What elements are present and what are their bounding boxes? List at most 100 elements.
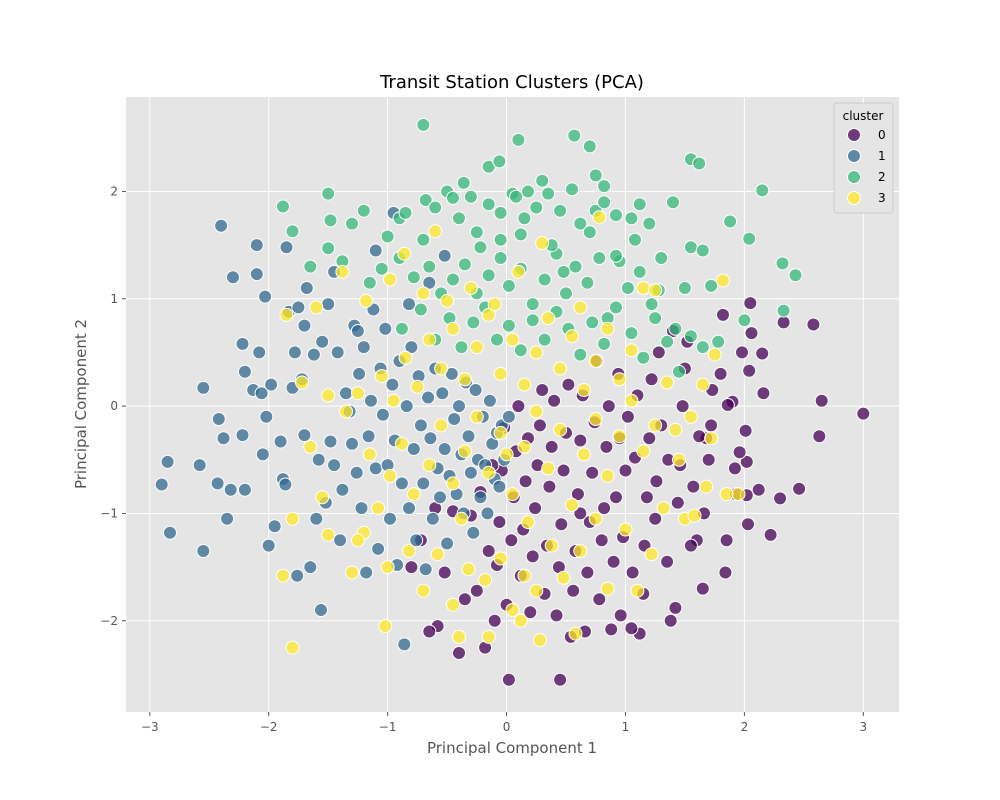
data-point-cluster-2: [677, 281, 692, 295]
data-point-cluster-0: [744, 326, 759, 341]
data-point-cluster-0: [618, 463, 633, 478]
data-point-cluster-1: [385, 377, 400, 392]
data-point-cluster-1: [303, 560, 318, 575]
data-point-cluster-0: [525, 549, 540, 564]
x-tick-label: 1: [622, 720, 630, 734]
data-point-cluster-3: [573, 300, 588, 315]
data-point-cluster-0: [751, 482, 766, 497]
data-point-cluster-2: [481, 197, 496, 212]
data-point-cluster-1: [461, 429, 476, 444]
data-point-cluster-2: [775, 256, 790, 271]
data-point-cluster-3: [440, 293, 455, 308]
data-point-cluster-2: [723, 214, 738, 229]
data-point-cluster-3: [422, 458, 437, 473]
data-point-cluster-2: [490, 332, 504, 347]
data-point-cluster-3: [416, 583, 431, 598]
data-point-cluster-3: [457, 444, 472, 459]
data-point-cluster-1: [350, 324, 365, 338]
data-point-cluster-0: [609, 490, 623, 505]
data-points: [154, 117, 871, 687]
data-point-cluster-0: [670, 495, 685, 510]
data-point-cluster-0: [649, 474, 664, 489]
data-point-cluster-2: [776, 303, 791, 318]
data-point-cluster-2: [597, 179, 612, 194]
y-tick-label: 1: [110, 292, 118, 306]
data-point-cluster-2: [276, 199, 290, 214]
data-point-cluster-3: [576, 447, 591, 462]
data-point-cluster-3: [573, 544, 588, 558]
data-point-cluster-2: [457, 257, 472, 272]
data-point-cluster-1: [394, 476, 409, 491]
data-point-cluster-3: [644, 547, 659, 562]
data-point-cluster-3: [394, 436, 409, 451]
data-point-cluster-3: [648, 418, 663, 433]
data-point-cluster-2: [428, 200, 443, 215]
data-point-cluster-3: [532, 633, 547, 648]
data-point-cluster-3: [565, 329, 579, 344]
data-point-cluster-2: [511, 132, 526, 147]
legend-label-2: 2: [878, 170, 886, 184]
data-point-cluster-2: [493, 205, 508, 220]
data-point-cluster-2: [446, 190, 460, 205]
data-point-cluster-0: [743, 296, 758, 311]
data-point-cluster-1: [399, 399, 414, 414]
data-point-cluster-2: [692, 156, 707, 171]
data-point-cluster-3: [339, 404, 353, 419]
data-point-cluster-1: [352, 366, 367, 381]
data-point-cluster-0: [763, 527, 778, 542]
data-point-cluster-2: [737, 313, 752, 328]
data-point-cluster-3: [513, 613, 528, 628]
data-point-cluster-1: [354, 501, 369, 516]
data-point-cluster-0: [535, 383, 550, 397]
data-point-cluster-0: [695, 581, 710, 596]
data-point-cluster-2: [422, 259, 437, 274]
data-point-cluster-3: [493, 366, 508, 381]
data-point-cluster-3: [371, 501, 386, 516]
data-point-cluster-1: [327, 458, 342, 473]
data-point-cluster-1: [402, 297, 416, 312]
data-point-cluster-3: [398, 350, 413, 365]
data-point-cluster-1: [330, 345, 345, 360]
data-point-cluster-0: [625, 565, 640, 580]
data-point-cluster-2: [469, 225, 484, 240]
data-point-cluster-2: [446, 272, 460, 287]
data-point-cluster-1: [210, 476, 225, 491]
data-point-cluster-1: [311, 452, 326, 467]
data-point-cluster-1: [211, 412, 226, 426]
legend-marker-3: [847, 191, 861, 205]
data-point-cluster-1: [220, 511, 235, 526]
data-point-cluster-1: [378, 321, 393, 336]
data-point-cluster-1: [383, 511, 397, 526]
data-point-cluster-3: [544, 538, 559, 553]
data-point-cluster-2: [666, 195, 680, 210]
data-point-cluster-0: [532, 418, 547, 433]
data-point-cluster-1: [359, 565, 374, 580]
data-point-cluster-1: [196, 380, 211, 395]
data-point-cluster-1: [473, 490, 488, 505]
data-point-cluster-3: [469, 340, 484, 355]
data-point-cluster-0: [422, 624, 437, 639]
data-point-cluster-3: [624, 393, 639, 408]
data-point-cluster-2: [642, 216, 657, 231]
data-point-cluster-2: [285, 224, 300, 239]
data-point-cluster-3: [402, 544, 416, 558]
data-point-cluster-2: [592, 251, 607, 265]
data-point-cluster-0: [481, 544, 496, 558]
data-point-cluster-1: [422, 275, 437, 290]
data-point-cluster-1: [279, 240, 294, 255]
data-point-cluster-1: [339, 386, 353, 401]
data-point-cluster-2: [553, 203, 568, 218]
data-point-cluster-0: [580, 565, 595, 580]
data-point-cluster-1: [349, 465, 364, 480]
data-point-cluster-0: [613, 608, 628, 623]
data-point-cluster-3: [285, 511, 300, 526]
data-point-cluster-0: [773, 491, 788, 506]
data-point-cluster-2: [636, 350, 651, 365]
data-point-cluster-3: [568, 626, 583, 641]
data-point-cluster-1: [160, 454, 175, 469]
data-point-cluster-1: [368, 461, 383, 476]
data-point-cluster-2: [525, 313, 540, 328]
data-point-cluster-3: [454, 511, 469, 526]
data-point-cluster-3: [434, 418, 449, 433]
data-point-cluster-1: [297, 318, 312, 333]
